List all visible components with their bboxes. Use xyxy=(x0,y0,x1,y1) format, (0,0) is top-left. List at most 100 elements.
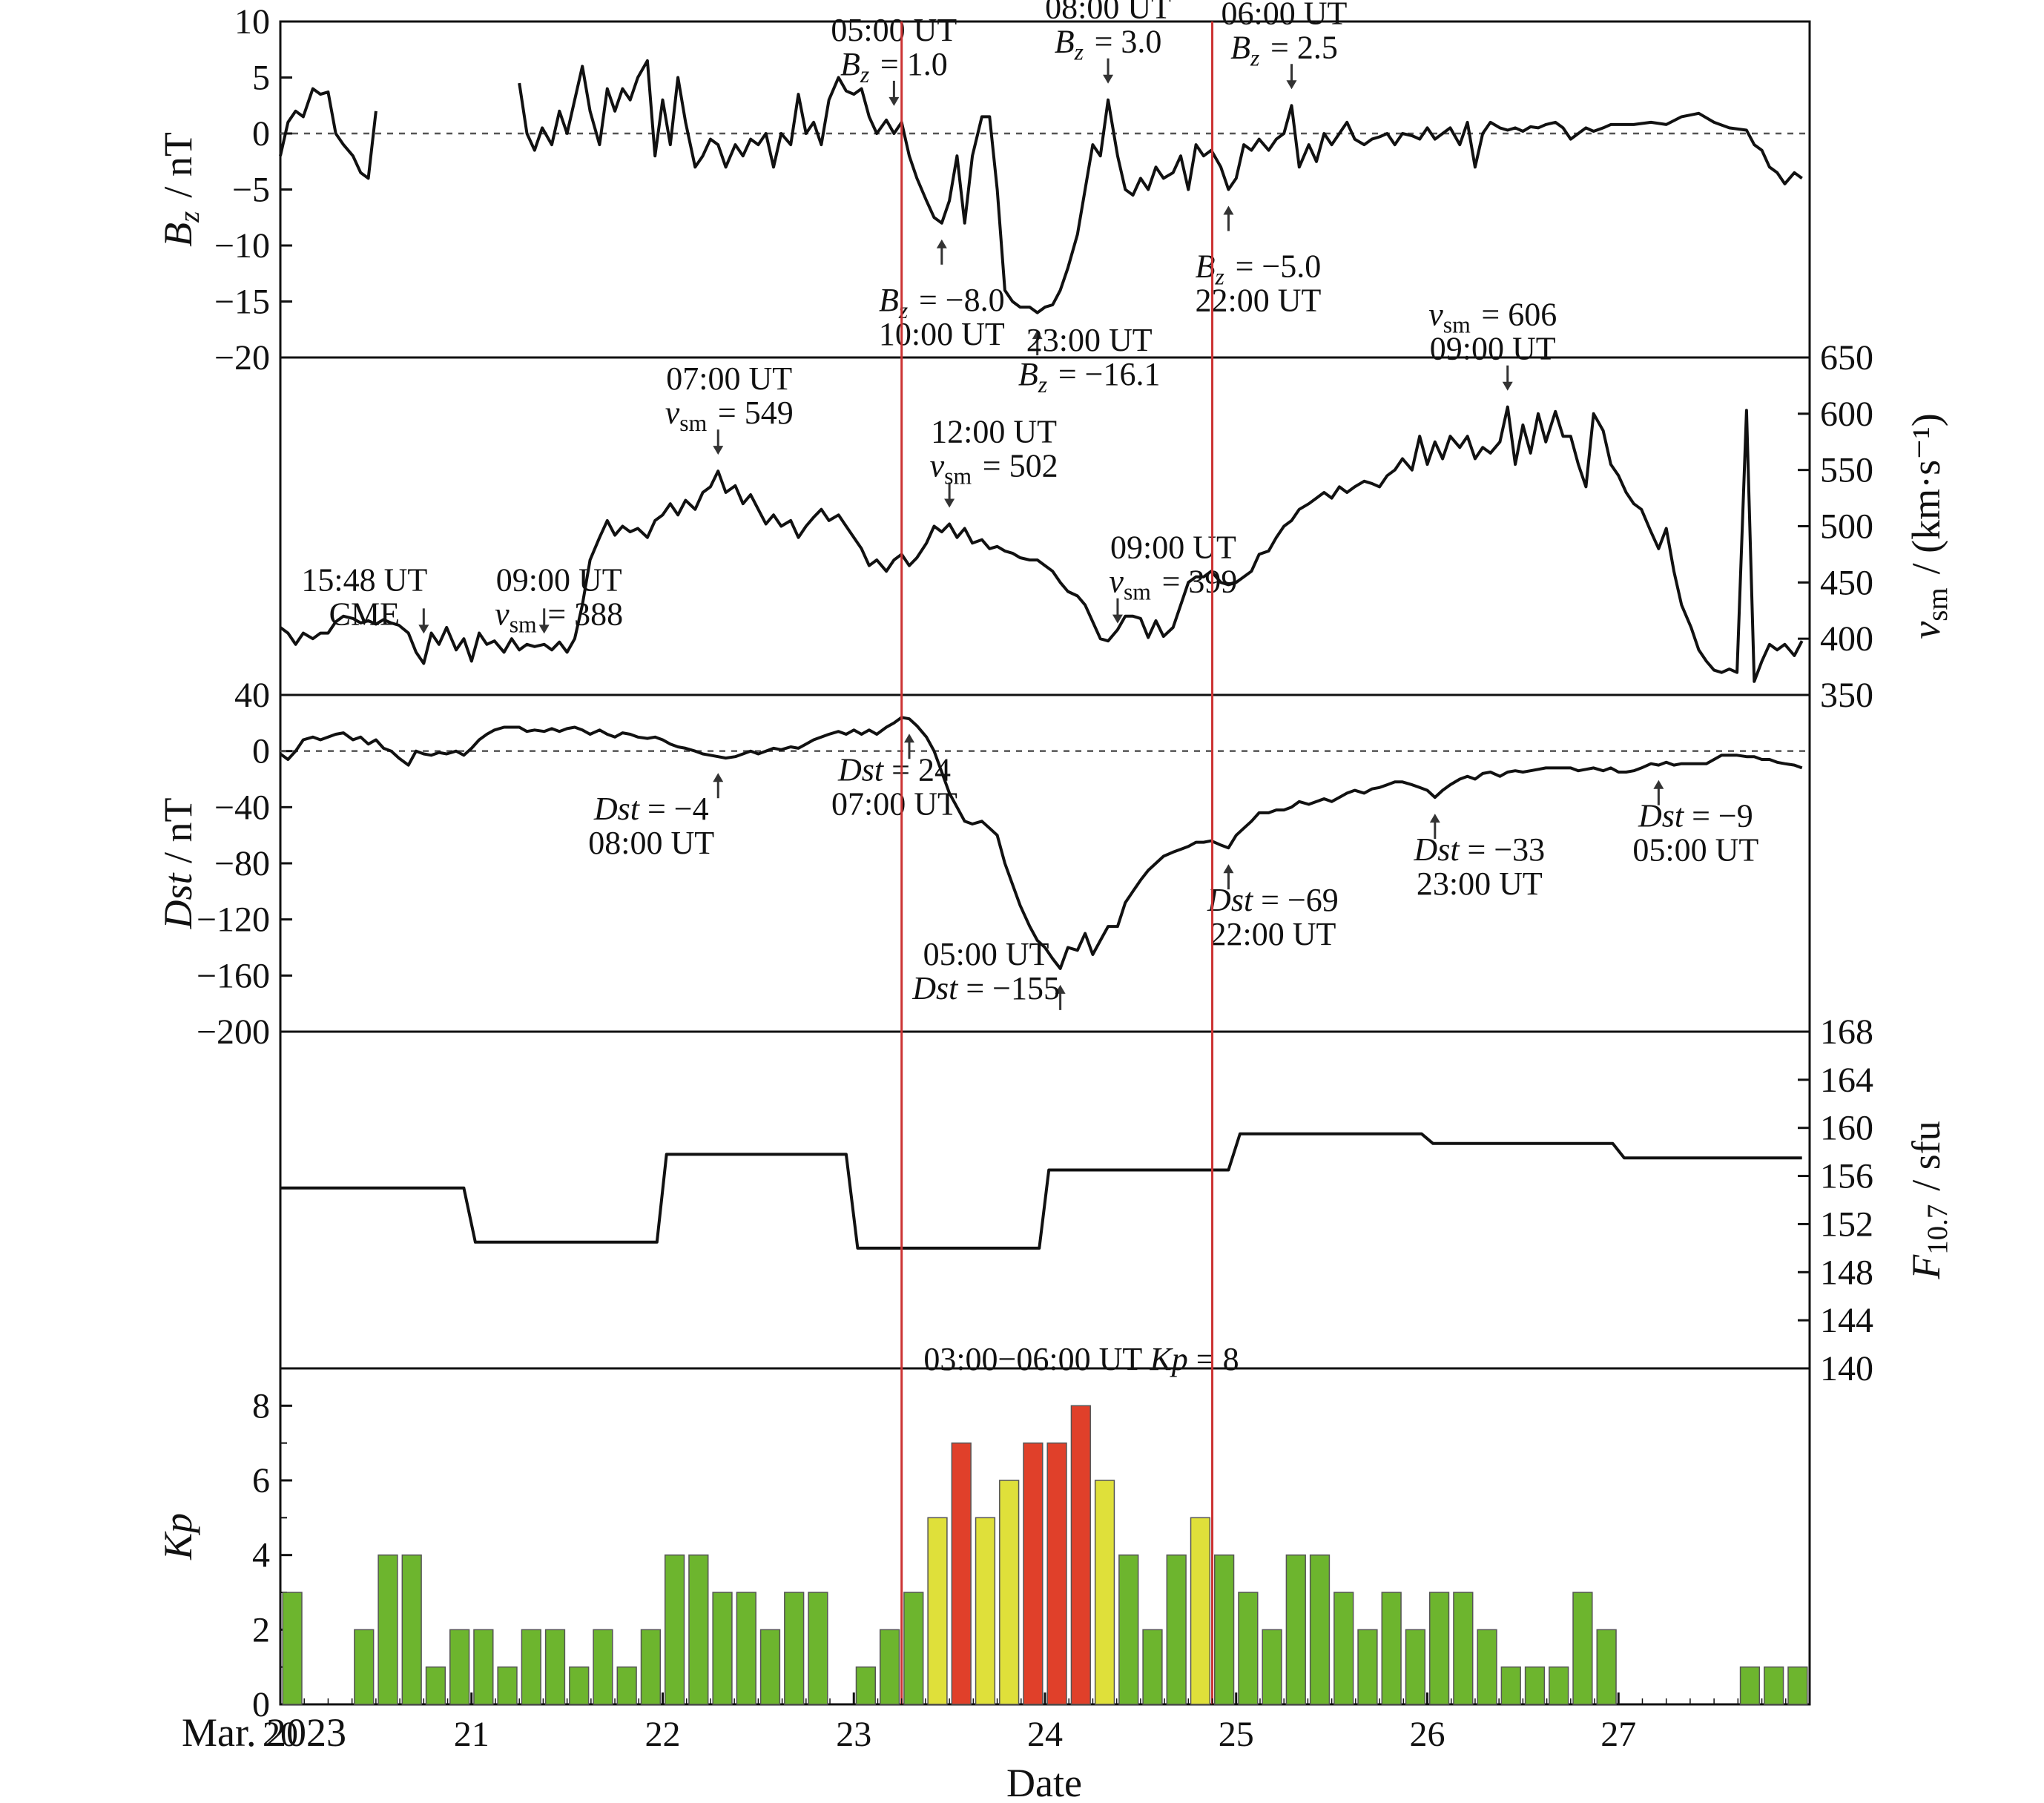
kp-bar xyxy=(1596,1629,1617,1705)
y-tick-label-f107: 160 xyxy=(1820,1109,1873,1148)
kp-bar xyxy=(497,1666,518,1705)
annotation-text: 05:00 UT xyxy=(1632,832,1758,868)
series-line-dst xyxy=(279,716,1803,970)
annotation-text: 09:00 UT xyxy=(1430,331,1556,367)
series-line-bz xyxy=(518,59,1803,314)
kp-bar xyxy=(1118,1554,1139,1705)
annotation-text: 22:00 UT xyxy=(1195,283,1321,319)
annotation-text: 23:00 UT xyxy=(1026,322,1153,358)
kp-bar xyxy=(544,1629,566,1705)
y-axis-title-f107: F10.7 / sfu xyxy=(1904,1121,1954,1280)
annotation-text: 06:00 UT xyxy=(1222,0,1348,31)
y-tick-label-bz: −5 xyxy=(232,171,270,210)
annotation-text: Dst = −9 xyxy=(1638,798,1753,834)
x-tick-label: 24 xyxy=(1027,1715,1063,1754)
y-tick-label-bz: 10 xyxy=(234,2,270,42)
x-tick-label: 22 xyxy=(645,1715,681,1754)
kp-bar xyxy=(1524,1666,1546,1705)
kp-bar xyxy=(784,1592,805,1705)
kp-bar xyxy=(1500,1666,1521,1705)
panel-f107: 168 164 160 156 152 148 144 140 F10.7 / sfu xyxy=(279,1012,1954,1388)
y-tick-label-vsm: 650 xyxy=(1820,338,1873,378)
series-line-f107 xyxy=(280,1132,1802,1250)
annotation-text: vsm = 399 xyxy=(1109,564,1237,605)
annotation-bz: Bz = −8.010:00 UT xyxy=(879,239,1005,352)
y-tick-label-f107: 152 xyxy=(1820,1204,1873,1244)
kp-bar xyxy=(1285,1554,1306,1705)
kp-bar xyxy=(1428,1592,1450,1705)
kp-bar xyxy=(1357,1629,1378,1705)
kp-bar xyxy=(1309,1554,1331,1705)
kp-bar xyxy=(927,1517,948,1705)
annotation-text: Dst = −69 xyxy=(1207,882,1339,918)
annotation-arrowhead xyxy=(1223,205,1234,215)
y-axis-title-bz: Bz / nT xyxy=(156,132,205,247)
annotation-text: vsm = 388 xyxy=(495,596,623,637)
kp-bar xyxy=(1238,1592,1259,1705)
y-tick-label-vsm: 500 xyxy=(1820,507,1873,547)
y-tick-label-dst: −120 xyxy=(197,900,270,940)
y-tick-label-f107: 168 xyxy=(1820,1012,1873,1052)
annotation-text: 23:00 UT xyxy=(1417,866,1543,902)
annotation-dst: Dst = −408:00 UT xyxy=(588,773,724,861)
kp-bar xyxy=(1214,1554,1235,1705)
annotation-text: 22:00 UT xyxy=(1210,916,1336,952)
annotation-text: 08:00 UT xyxy=(1045,0,1171,26)
kp-bar xyxy=(1572,1592,1593,1705)
kp-bar xyxy=(521,1629,541,1705)
kp-bar xyxy=(640,1629,662,1705)
kp-bar xyxy=(593,1629,613,1705)
kp-bar xyxy=(378,1554,398,1705)
y-tick-label-kp: 2 xyxy=(252,1610,270,1649)
kp-bar xyxy=(688,1554,709,1705)
y-tick-label-vsm: 350 xyxy=(1820,676,1873,715)
annotation-dst: Dst = −905:00 UT xyxy=(1632,779,1758,868)
panel-vsm: 650 600 550 500 450 400 350 vsm / (km·s⁻¹) 15:48… xyxy=(279,297,1954,715)
kp-bar xyxy=(1142,1629,1163,1705)
kp-bar xyxy=(1333,1592,1354,1705)
kp-bar xyxy=(473,1629,494,1705)
annotation-arrowhead xyxy=(1223,864,1234,874)
y-axis-title-vsm: vsm / (km·s⁻¹) xyxy=(1904,413,1954,639)
y-tick-label-bz: −20 xyxy=(214,338,270,378)
y-tick-label-vsm: 550 xyxy=(1820,451,1873,490)
y-tick-label-vsm: 600 xyxy=(1820,395,1873,434)
annotation-arrowhead xyxy=(936,239,947,248)
y-tick-label-kp: 0 xyxy=(252,1685,270,1724)
kp-bar xyxy=(1787,1666,1808,1705)
event-markers xyxy=(900,22,1214,1704)
kp-bar xyxy=(999,1480,1020,1705)
annotation-bz: Bz = −5.022:00 UT xyxy=(1195,205,1321,319)
series-line-bz xyxy=(279,87,378,180)
kp-bar xyxy=(425,1666,446,1705)
annotation-arrowhead xyxy=(944,498,955,508)
x-tick-label: 25 xyxy=(1219,1715,1254,1754)
kp-bar xyxy=(1094,1480,1115,1705)
kp-bar xyxy=(664,1554,685,1705)
annotation-arrowhead xyxy=(1055,984,1066,994)
kp-bar xyxy=(975,1517,996,1705)
annotation-text: 05:00 UT xyxy=(831,12,957,48)
y-tick-label-kp: 6 xyxy=(252,1461,270,1500)
y-tick-label-f107: 164 xyxy=(1820,1061,1873,1100)
y-tick-label-dst: −160 xyxy=(197,956,270,995)
annotation-text: 08:00 UT xyxy=(588,825,714,861)
kp-bar xyxy=(1166,1554,1187,1705)
kp-bar xyxy=(1764,1666,1784,1705)
annotation-arrowhead xyxy=(1429,814,1440,823)
annotation-arrowhead xyxy=(1502,381,1513,391)
y-tick-label-vsm: 400 xyxy=(1820,619,1873,659)
x-tick-label: 21 xyxy=(454,1715,489,1754)
kp-bar xyxy=(569,1666,590,1705)
y-tick-label-dst: −40 xyxy=(214,788,270,827)
x-tick-label: 27 xyxy=(1600,1715,1636,1754)
y-tick-label-bz: −15 xyxy=(214,283,270,322)
kp-bar xyxy=(282,1592,303,1705)
